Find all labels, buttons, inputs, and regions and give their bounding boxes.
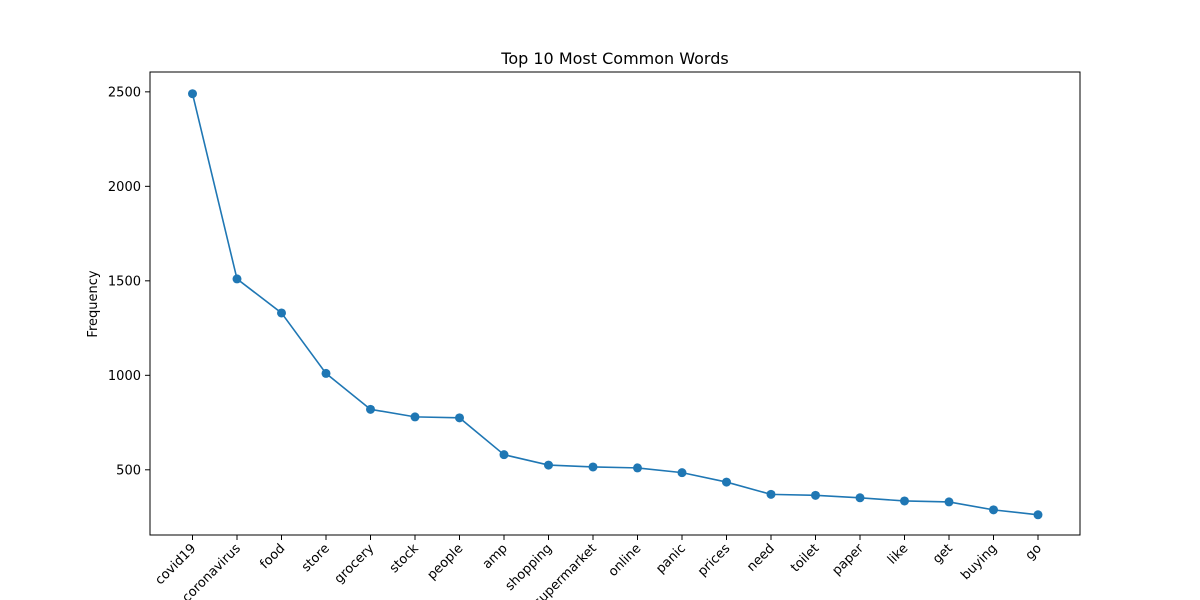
x-tick-label: like (885, 541, 911, 567)
data-point (633, 463, 642, 473)
data-point (544, 460, 553, 470)
y-axis: 500 1000 1500 2000 2500 (108, 85, 150, 478)
y-tick-label: 2000 (108, 180, 141, 195)
data-point (1033, 510, 1043, 520)
x-tick-label: go (1023, 541, 1045, 563)
x-tick-label: need (744, 541, 778, 575)
data-point (588, 462, 598, 472)
x-tick-label: prices (695, 541, 733, 579)
x-tick-label: food (257, 541, 288, 572)
data-point (766, 489, 776, 499)
data-point (989, 505, 998, 515)
y-axis-label: Frequency (86, 270, 101, 337)
x-tick-label: toilet (788, 541, 822, 575)
series-line (191, 93, 1039, 516)
data-point (366, 404, 375, 414)
x-tick-label: online (606, 541, 645, 580)
series-group (188, 89, 1043, 520)
data-point (321, 368, 331, 378)
x-tick-label: grocery (332, 541, 378, 587)
chart-title: Top 10 Most Common Words (500, 49, 728, 68)
y-tick-label: 1500 (108, 274, 141, 289)
data-point (232, 274, 242, 284)
x-tick-label: paper (829, 541, 867, 579)
data-point (410, 412, 420, 422)
x-tick-label: people (425, 541, 467, 583)
y-tick-label: 1000 (108, 369, 141, 384)
data-point (811, 490, 820, 500)
data-point (944, 497, 954, 507)
data-point (900, 496, 909, 506)
plot-area (149, 71, 1081, 536)
x-tick-label: amp (480, 541, 511, 572)
x-tick-label: store (299, 541, 333, 575)
data-point (499, 450, 509, 460)
y-tick-label: 500 (116, 463, 141, 478)
data-point (855, 493, 865, 503)
x-tick-label: buying (958, 541, 1000, 583)
data-point (722, 477, 731, 487)
x-tick-label: panic (653, 541, 689, 577)
data-point (455, 413, 464, 423)
x-tick-label: get (930, 541, 956, 567)
y-tick-label: 2500 (108, 85, 141, 100)
x-tick-label: stock (387, 541, 422, 576)
data-point (277, 308, 286, 318)
data-point (188, 89, 197, 99)
data-point (677, 468, 687, 478)
